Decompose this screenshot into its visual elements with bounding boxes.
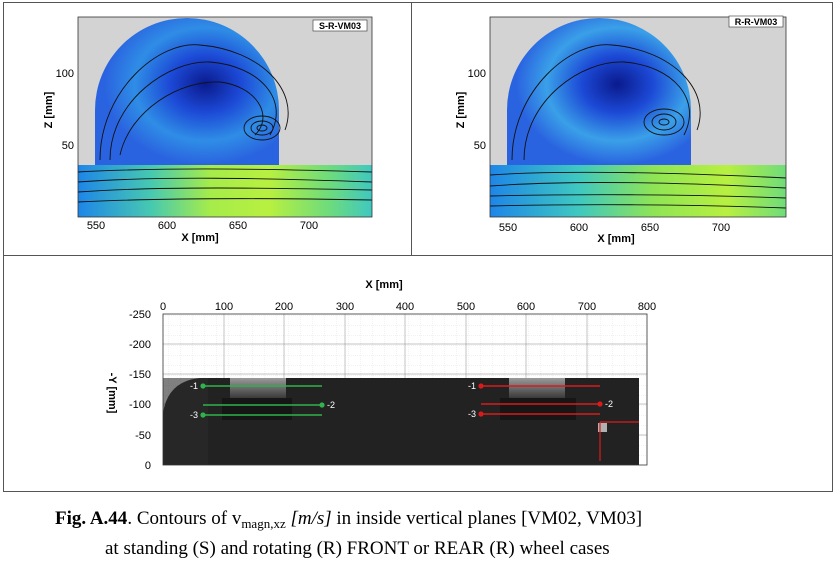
panel-label: R-R-VM03 (735, 17, 778, 27)
figure-number: Fig. A.44 (55, 508, 128, 529)
line-label: -2 (605, 399, 613, 409)
x-tick-label: 500 (457, 301, 475, 313)
x-tick-label: 0 (160, 301, 166, 313)
rear-wheel (509, 378, 565, 398)
x-tick-label: 700 (578, 301, 596, 313)
caption-subscript: magn,xz (241, 516, 286, 531)
x-tick-label: 600 (570, 222, 588, 234)
x-tick-label: 550 (87, 220, 105, 232)
x-tick-label: 600 (517, 301, 535, 313)
y-tick-label: -250 (129, 309, 151, 321)
line-label: -3 (190, 410, 198, 420)
z-tick-label: 100 (56, 68, 74, 80)
panel-divider-vertical (411, 2, 412, 255)
y-tick-label: -200 (129, 339, 151, 351)
caption-text: . Contours of v (127, 508, 242, 529)
x-axis-label: X [mm] (365, 279, 403, 291)
x-tick-label: 700 (300, 220, 318, 232)
y-tick-labels: -250 -200 -150 -100 -50 0 (129, 309, 151, 472)
x-tick-labels: 550 600 650 700 (87, 220, 318, 232)
z-tick-label: 50 (474, 140, 486, 152)
panel-divider-horizontal (3, 255, 833, 256)
rear-measurement-lines: -1 -2 -3 (468, 381, 613, 419)
line-label: -3 (468, 409, 476, 419)
x-tick-label: 100 (215, 301, 233, 313)
front-measurement-lines: -1 -2 -3 (190, 381, 335, 420)
y-tick-label: -100 (129, 399, 151, 411)
figure-frame (3, 2, 833, 492)
line-label: -2 (327, 400, 335, 410)
line-label: -1 (468, 381, 476, 391)
z-axis-label: Z [mm] (455, 91, 467, 128)
panel-label: S-R-VM03 (319, 21, 361, 31)
z-tick-label: 50 (62, 140, 74, 152)
panel-label-box (312, 19, 368, 32)
x-tick-label: 400 (396, 301, 414, 313)
z-axis-label: Z [mm] (43, 91, 55, 128)
y-tick-label: -50 (135, 430, 151, 442)
y-tick-label: -150 (129, 369, 151, 381)
caption-line-2: at standing (S) and rotating (R) FRONT o… (105, 538, 610, 559)
caption-line-1: Fig. A.44. Contours of vmagn,xz [m/s] in… (55, 508, 642, 532)
front-wheel (230, 378, 286, 398)
caption-unit: [m/s] (290, 508, 332, 529)
x-tick-labels: 0 100 200 300 400 500 600 700 800 (160, 301, 656, 313)
contour-panel-right: R-R-VM03 550 600 650 700 X [mm] 100 50 Z… (455, 15, 787, 245)
x-axis-label: X [mm] (181, 232, 219, 244)
contour-panel-left: S-R-VM03 550 600 650 700 X [mm] 100 50 Z… (43, 16, 373, 244)
x-tick-label: 650 (229, 220, 247, 232)
x-tick-label: 650 (641, 222, 659, 234)
y-axis-label: -Y [mm] (106, 373, 118, 414)
z-tick-label: 100 (468, 68, 486, 80)
x-tick-label: 700 (712, 222, 730, 234)
floor-contour (78, 165, 372, 217)
caption-text-after: in inside vertical planes [VM02, VM03] (331, 508, 643, 529)
x-tick-label: 300 (336, 301, 354, 313)
x-tick-label: 600 (158, 220, 176, 232)
x-tick-label: 550 (499, 222, 517, 234)
line-label: -1 (190, 381, 198, 391)
dome-contour (95, 18, 279, 165)
streamlines (77, 44, 373, 203)
y-tick-label: 0 (145, 460, 151, 472)
top-view-plot: -1 -2 -3 -1 -2 -3 0 100 200 300 400 500 … (106, 279, 656, 472)
x-tick-label: 200 (275, 301, 293, 313)
x-axis-label: X [mm] (597, 233, 635, 245)
x-tick-label: 800 (638, 301, 656, 313)
